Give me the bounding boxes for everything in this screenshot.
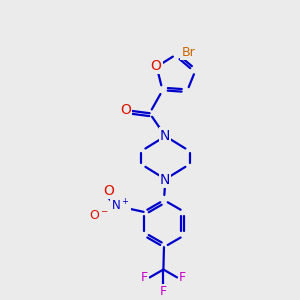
Text: N: N	[160, 173, 170, 187]
Text: O: O	[103, 184, 114, 198]
Text: O: O	[120, 103, 131, 117]
Text: N: N	[160, 129, 170, 142]
Text: O$^-$: O$^-$	[88, 208, 109, 221]
Text: F: F	[179, 271, 186, 284]
Text: O: O	[151, 59, 161, 73]
Text: F: F	[141, 271, 148, 284]
Text: F: F	[160, 284, 167, 298]
Text: N$^+$: N$^+$	[111, 199, 130, 214]
Text: Br: Br	[181, 46, 195, 59]
